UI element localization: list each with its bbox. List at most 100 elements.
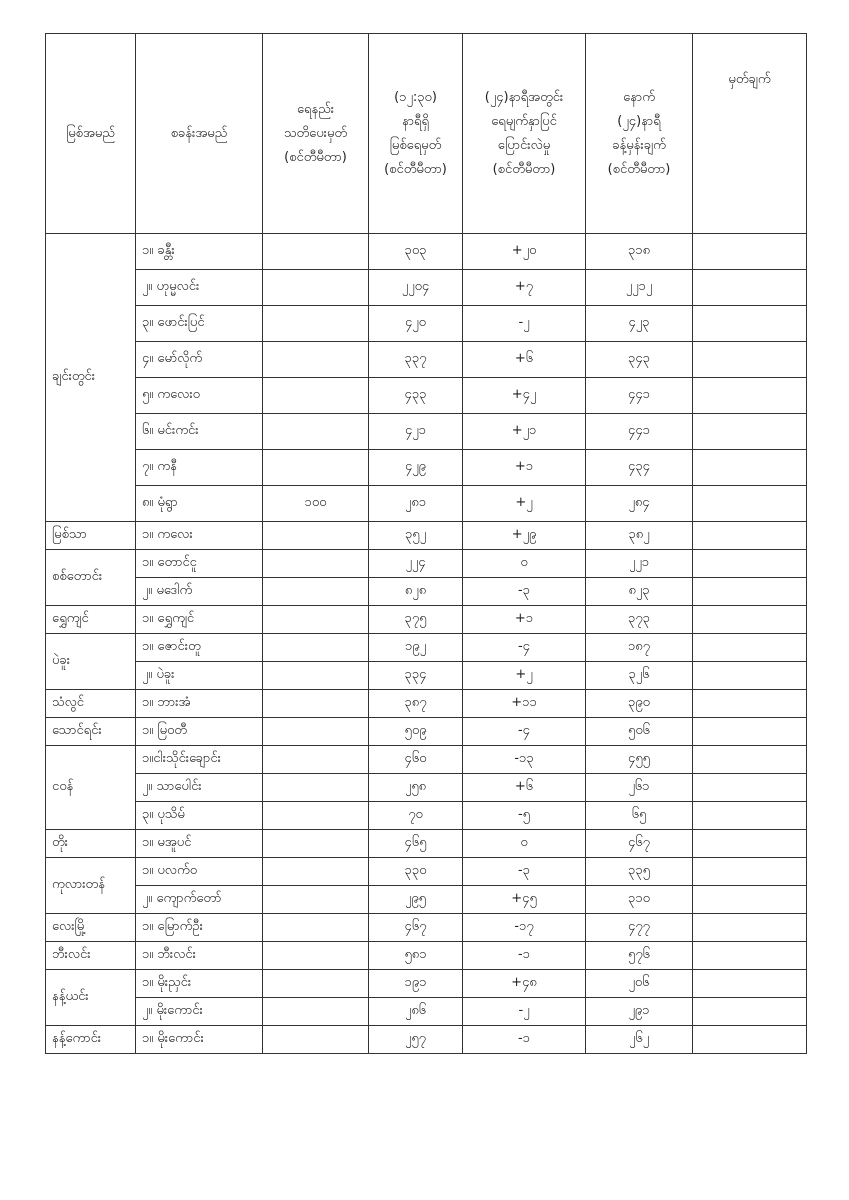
level-change: +၇ — [462, 269, 586, 306]
forecast-level: ၄၂၃ — [585, 305, 693, 342]
level-change: -၁ — [462, 1025, 586, 1054]
forecast-level: ၈၂၃ — [585, 577, 693, 606]
warning-level — [262, 773, 369, 802]
remarks-cell — [692, 633, 807, 662]
table-row: ငဝန် ၁။ငါးသိုင်းချောင်း ၄၆၀ -၁၃ ၄၅၅ — [45, 745, 807, 830]
water-level: ၄၂၁ — [368, 413, 463, 450]
level-change: +၆ — [462, 773, 586, 802]
warning-level: ၁၀၀ — [262, 485, 369, 522]
water-level: ၅၈၁ — [368, 941, 463, 970]
station-name: ၁။ ဘားအံ — [135, 689, 263, 718]
river-name: လေးမြို့ — [45, 913, 136, 942]
remarks-cell — [692, 521, 807, 550]
warning-level — [262, 969, 369, 998]
water-level: ၇၀ — [368, 801, 463, 830]
water-level: ၄၆၀ — [368, 745, 463, 774]
level-change: ၀ — [462, 829, 586, 858]
forecast-level: ၄၃၄ — [585, 449, 693, 486]
warning-level — [262, 997, 369, 1026]
table-row: ၇။ ကနီ ၄၂၉ +၁ ၄၃၄ — [46, 449, 807, 486]
station-name: ၁။ မိုးကောင်း — [135, 1025, 263, 1054]
remarks-cell — [692, 377, 807, 414]
remarks-cell — [692, 885, 807, 914]
forecast-level: ၂၈၄ — [585, 485, 693, 522]
table-row: စစ်တောင်း ၁။ တောင်ငူ ၂၂၄၀၂၂၁ — [45, 549, 807, 606]
forecast-level: ၄၆၇ — [585, 829, 693, 858]
remarks-cell — [692, 801, 807, 830]
warning-level — [262, 941, 369, 970]
warning-level — [262, 661, 369, 690]
table-row: ၂။ သာပေါင်း ၂၅၈ +၆ ၂၆၁ — [46, 773, 807, 802]
river-level-table: မြစ်အမည် စခန်းအမည် ရေနည်း သတိပေးမှတ် (စင… — [45, 33, 807, 1054]
table-row: ၃။ ပုသိမ် ၇၀ -၅ ၆၅ — [46, 801, 807, 830]
river-name: ချင်းတွင်း — [45, 233, 136, 522]
river-name: ကုလားတန် — [45, 857, 136, 914]
station-name: ၂။ မိုးကောင်း — [135, 997, 263, 1026]
station-name: ၂။ ပဲခူး — [135, 661, 263, 690]
header-warning-level: ရေနည်း သတိပေးမှတ် (စင်တီမီတာ) — [262, 33, 369, 234]
warning-level — [262, 413, 369, 450]
warning-level — [262, 377, 369, 414]
table-row: သောင်ရင်း ၁။ မြဝတီ ၅၀၉ -၄ ၅၀၆ — [45, 717, 807, 746]
remarks-cell — [692, 997, 807, 1026]
warning-level — [262, 801, 369, 830]
warning-level — [262, 1025, 369, 1054]
river-name: မြစ်သာ — [45, 521, 136, 550]
level-change: +၁ — [462, 449, 586, 486]
warning-level — [262, 305, 369, 342]
table-row: ရွှေကျင် ၁။ ရွှေကျင် ၃၇၅ +၁ ၃၇၃ — [45, 605, 807, 634]
table-row: ၂။ ဟုမ္မလင်း ၂၂၀၄ +၇ ၂၂၁၂ — [46, 269, 807, 306]
station-name: ၁။ ဇောင်းတူ — [135, 633, 263, 662]
remarks-cell — [692, 969, 807, 998]
remarks-cell — [692, 913, 807, 942]
forecast-level: ၃၉၀ — [585, 689, 693, 718]
station-name: ၁။ ပလက်ဝ — [135, 857, 263, 886]
remarks-cell — [692, 449, 807, 486]
remarks-cell — [692, 1025, 807, 1054]
remarks-cell — [692, 305, 807, 342]
level-change: +၁၁ — [462, 689, 586, 718]
river-name: သံလွင် — [45, 689, 136, 718]
remarks-cell — [692, 605, 807, 634]
level-change: +၁ — [462, 605, 586, 634]
warning-level — [262, 829, 369, 858]
table-row: ၂။ ပဲခူး ၃၃၄ +၂ ၃၂၆ — [46, 661, 807, 690]
river-name: နန့်ကောင်း — [45, 1025, 136, 1054]
station-name: ၄။ မော်လိုက် — [135, 341, 263, 378]
table-row: နန့်ကောင်း ၁။ မိုးကောင်း ၂၅၇ -၁ ၂၆၂ — [45, 1025, 807, 1054]
remarks-cell — [692, 577, 807, 606]
warning-level — [262, 745, 369, 774]
station-name: ၁။ မိုးညှင်း — [135, 969, 263, 998]
level-change: +၄၂ — [462, 377, 586, 414]
station-name: ၁။ ခန္တီး — [135, 233, 263, 270]
forecast-level: ၄၄၁ — [585, 377, 693, 414]
remarks-cell — [692, 485, 807, 522]
remarks-cell — [692, 717, 807, 746]
forecast-level: ၁၈၇ — [585, 633, 693, 662]
warning-level — [262, 633, 369, 662]
station-name: ၁။ ကလေး — [135, 521, 263, 550]
water-level: ၄၂၀ — [368, 305, 463, 342]
river-name: တိုး — [45, 829, 136, 858]
warning-level — [262, 577, 369, 606]
water-level: ၂၉၅ — [368, 885, 463, 914]
forecast-level: ၅၇၆ — [585, 941, 693, 970]
remarks-cell — [692, 269, 807, 306]
header-24h-change: (၂၄)နာရီအတွင်း ရေမျက်နှာပြင် ပြောင်းလဲမှ… — [462, 33, 586, 234]
station-name: ၅။ ကလေးဝ — [135, 377, 263, 414]
station-name: ၂။ မဒေါက် — [135, 577, 263, 606]
water-level: ၂၅၇ — [368, 1025, 463, 1054]
remarks-cell — [692, 745, 807, 774]
remarks-cell — [692, 857, 807, 886]
forecast-level: ၆၅ — [585, 801, 693, 830]
forecast-level: ၂၂၁၂ — [585, 269, 693, 306]
station-name: ၇။ ကနီ — [135, 449, 263, 486]
forecast-level: ၃၂၆ — [585, 661, 693, 690]
station-name: ၃။ ဖောင်းပြင် — [135, 305, 263, 342]
remarks-cell — [692, 341, 807, 378]
water-level: ၃၈၇ — [368, 689, 463, 718]
water-level: ၃၇၅ — [368, 605, 463, 634]
river-name: ဘီးလင်း — [45, 941, 136, 970]
water-level: ၃၅၂ — [368, 521, 463, 550]
water-level: ၅၀၉ — [368, 717, 463, 746]
